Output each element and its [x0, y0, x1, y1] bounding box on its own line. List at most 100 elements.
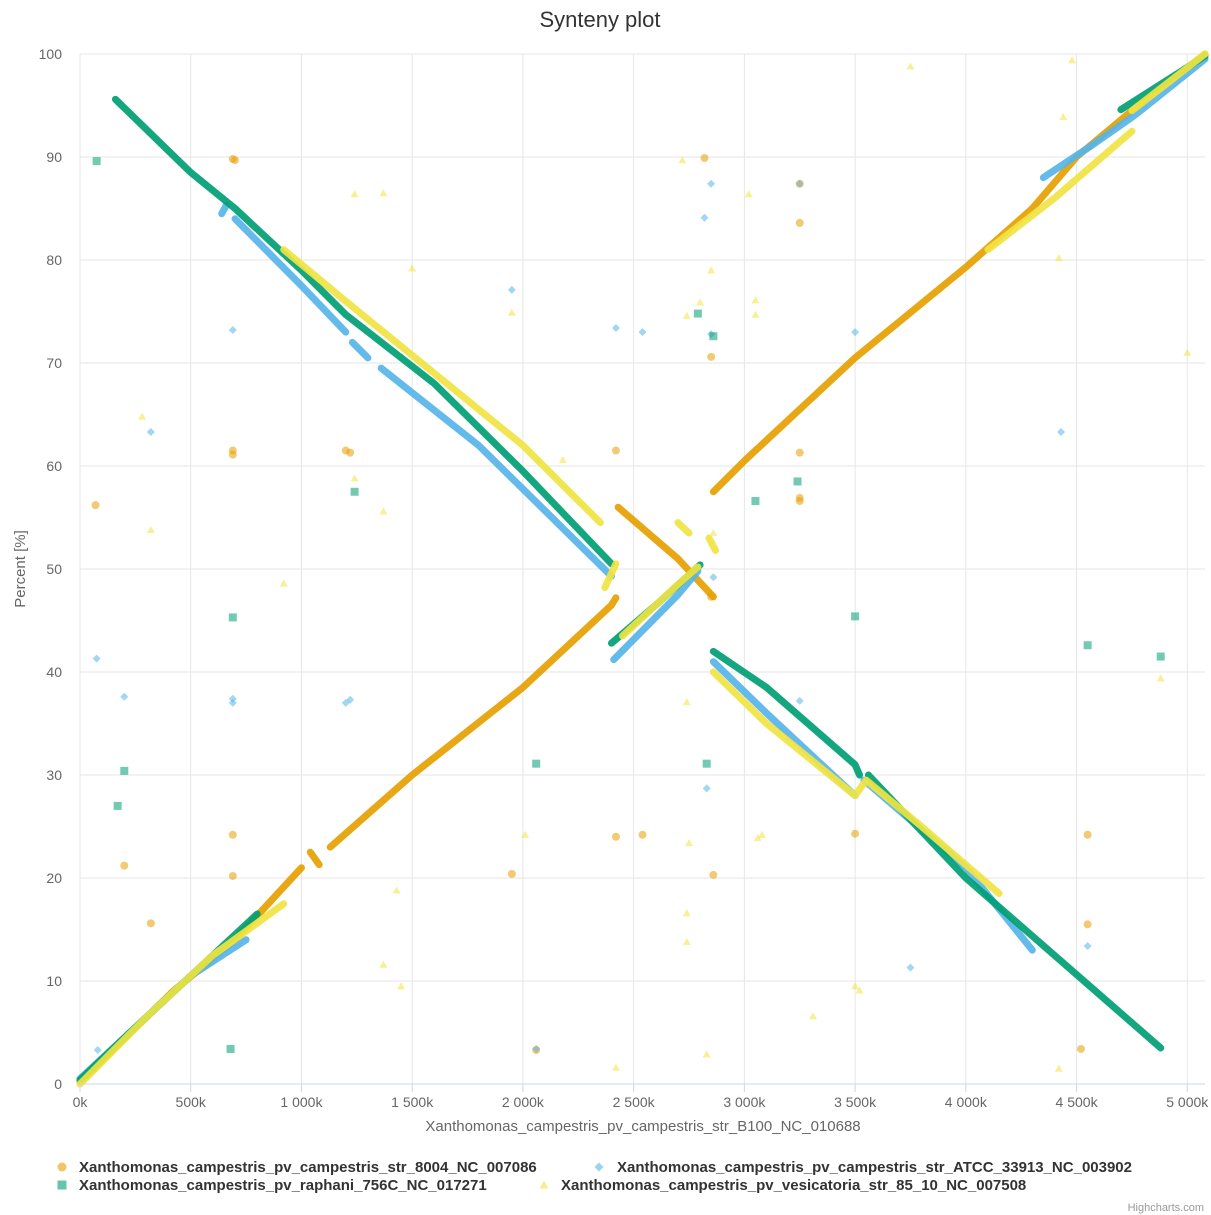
scatter-point	[379, 960, 388, 968]
legend-label: Xanthomonas_campestris_pv_campestris_str…	[617, 1159, 1132, 1176]
scatter-point	[682, 937, 691, 946]
y-tick-label: 20	[46, 870, 62, 886]
scatter-point	[532, 759, 541, 768]
x-tick-label: 5 000k	[1166, 1094, 1209, 1110]
y-tick-label: 0	[54, 1076, 62, 1092]
scatter-point	[795, 696, 804, 705]
scatter-point	[809, 1012, 818, 1020]
x-tick-label: 0k	[73, 1094, 89, 1110]
synteny-run	[705, 534, 720, 554]
synteny-run	[348, 338, 372, 362]
y-tick-label: 100	[39, 46, 63, 62]
scatter-point	[678, 156, 687, 164]
synteny-run	[860, 776, 1036, 954]
plot-area	[76, 50, 1209, 1088]
scatter-point	[231, 156, 240, 165]
synteny-run	[218, 201, 230, 218]
scatter-point	[700, 213, 709, 222]
scatter-point	[350, 190, 359, 198]
scatter-point	[851, 612, 860, 621]
scatter-point	[1054, 253, 1063, 262]
synteny-run	[1039, 55, 1209, 182]
y-tick-label: 30	[46, 767, 62, 783]
scatter-point	[228, 326, 237, 335]
scatter-point	[146, 919, 155, 928]
x-tick-label: 1 000k	[280, 1094, 323, 1110]
synteny-run	[76, 900, 288, 1088]
scatter-point	[397, 982, 406, 990]
synteny-run	[709, 668, 1003, 897]
chart-title: Synteny plot	[539, 7, 660, 32]
scatter-point	[350, 487, 359, 496]
x-tick-label: 4 500k	[1056, 1094, 1099, 1110]
x-tick-label: 3 000k	[723, 1094, 766, 1110]
scatter-point	[1059, 112, 1068, 121]
scatter-point	[744, 190, 753, 198]
synteny-run	[280, 246, 604, 527]
scatter-point	[906, 62, 915, 70]
scatter-point	[693, 309, 702, 318]
scatter-point	[702, 784, 711, 793]
y-tick-label: 70	[46, 355, 62, 371]
credits-link[interactable]: Highcharts.com	[1128, 1202, 1204, 1214]
synteny-run	[231, 215, 350, 336]
scatter-point	[709, 528, 718, 537]
scatter-point	[696, 298, 705, 306]
legend-item[interactable]: Xanthomonas_campestris_pv_raphani_756C_N…	[57, 1177, 487, 1194]
synteny-run	[619, 563, 702, 640]
scatter-point	[228, 450, 237, 459]
scatter-point	[146, 428, 155, 437]
legend-triangle-icon	[539, 1180, 549, 1189]
scatter-point	[1156, 652, 1165, 661]
synteny-run	[614, 503, 717, 601]
scatter-point	[700, 154, 709, 163]
scatter-point	[532, 1044, 541, 1053]
scatter-point	[93, 1046, 102, 1055]
series-triangle	[76, 50, 1209, 1088]
scatter-point	[228, 871, 237, 880]
synteny-run	[306, 848, 323, 869]
synteny-run	[326, 594, 620, 851]
synteny-run	[610, 567, 702, 664]
scatter-point	[682, 311, 691, 319]
scatter-point	[709, 870, 718, 879]
legend-circle-icon	[57, 1162, 67, 1172]
legend-item[interactable]: Xanthomonas_campestris_pv_campestris_str…	[57, 1159, 537, 1176]
scatter-point	[795, 497, 804, 506]
scatter-point	[507, 308, 516, 316]
legend-item[interactable]: Xanthomonas_campestris_pv_campestris_str…	[594, 1159, 1133, 1176]
scatter-point	[855, 986, 864, 994]
scatter-point	[793, 477, 802, 486]
scatter-point	[346, 695, 355, 704]
scatter-point	[392, 886, 401, 894]
scatter-point	[507, 285, 516, 294]
scatter-point	[795, 179, 804, 188]
scatter-point	[758, 830, 767, 838]
scatter-point	[851, 982, 860, 990]
y-tick-label: 10	[46, 973, 62, 989]
scatter-point	[682, 697, 691, 706]
y-tick-label: 60	[46, 458, 62, 474]
synteny-run	[601, 560, 620, 592]
legend: Xanthomonas_campestris_pv_campestris_str…	[57, 1159, 1133, 1194]
y-tick-label: 90	[46, 149, 62, 165]
scatter-point	[638, 328, 647, 337]
legend-item[interactable]: Xanthomonas_campestris_pv_vesicatoria_st…	[539, 1177, 1027, 1194]
synteny-run	[1128, 50, 1209, 115]
scatter-point	[709, 573, 718, 582]
legend-label: Xanthomonas_campestris_pv_raphani_756C_N…	[79, 1177, 487, 1194]
scatter-point	[685, 838, 694, 847]
scatter-point	[1068, 56, 1077, 64]
scatter-point	[91, 501, 100, 510]
scatter-point	[92, 654, 101, 663]
scatter-point	[611, 323, 620, 332]
scatter-point	[379, 507, 388, 515]
scatter-point	[851, 829, 860, 838]
scatter-point	[120, 692, 129, 701]
scatter-point	[709, 332, 718, 341]
x-tick-label: 500k	[176, 1094, 207, 1110]
scatter-point	[408, 264, 417, 272]
scatter-point	[138, 412, 147, 420]
scatter-point	[1057, 428, 1066, 437]
